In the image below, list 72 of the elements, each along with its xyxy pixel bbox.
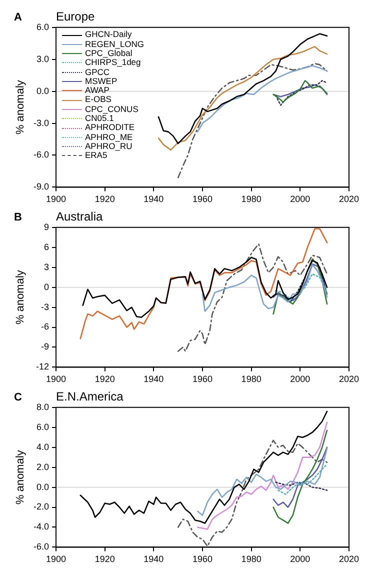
- y-tick-label: -6: [40, 322, 49, 332]
- y-axis-title: % anomaly: [14, 80, 27, 135]
- text: C: [14, 392, 22, 404]
- legend-label: CPC_CONUS: [85, 104, 138, 114]
- x-tick-label: 2020: [338, 374, 360, 384]
- x-tick-label: 1900: [46, 194, 66, 204]
- line-series: [177, 62, 328, 178]
- y-axis-title: % anomaly: [14, 270, 27, 325]
- legend-label: ERA5: [85, 150, 108, 161]
- legend-label: REGEN_LONG: [85, 38, 144, 49]
- y-tick-label: 0.0: [36, 86, 49, 96]
- x-tick-label: 1920: [94, 194, 115, 204]
- y-tick-label: 6.0: [36, 22, 49, 32]
- y-tick-label: 3: [44, 262, 49, 272]
- x-tick-label: 1920: [94, 554, 115, 564]
- line-series: [275, 482, 328, 491]
- text: A: [14, 12, 22, 24]
- y-tick-label: 6.0: [36, 422, 49, 432]
- y-tick-label: -3.0: [33, 118, 49, 128]
- x-tick-label: 2000: [290, 374, 310, 384]
- legend-label: APHRODITE: [85, 122, 135, 133]
- legend-label: E-OBS: [85, 94, 112, 105]
- x-tick-label: 1980: [241, 194, 262, 204]
- chart-title: E.N.America: [56, 390, 124, 404]
- y-tick-label: -4.0: [33, 522, 49, 532]
- line-series: [177, 243, 328, 352]
- y-tick-label: -6.0: [33, 150, 49, 160]
- y-tick-label: 4.0: [36, 442, 49, 452]
- x-tick-label: 2000: [290, 194, 310, 204]
- x-tick-label: 2020: [338, 194, 360, 204]
- legend-label: MSWEP: [85, 76, 118, 86]
- line-series: [275, 273, 328, 300]
- legend-label: GHCN-Daily: [85, 29, 132, 40]
- x-tick-label: 2000: [290, 554, 310, 564]
- x-tick-label: 1900: [46, 554, 66, 564]
- x-tick-label: 1900: [46, 374, 66, 384]
- y-tick-label: 0: [44, 282, 49, 292]
- x-tick-label: 1940: [144, 194, 164, 204]
- x-tick-label: 1980: [241, 374, 262, 384]
- x-tick-label: 1940: [144, 554, 164, 564]
- y-tick-label: -6.0: [33, 542, 49, 552]
- y-tick-label: -12: [36, 362, 49, 372]
- legend-label: GPCC: [85, 66, 110, 77]
- y-tick-label: 6: [44, 242, 49, 252]
- legend-label: AWAP: [85, 85, 110, 96]
- y-tick-label: 0.0: [36, 482, 49, 492]
- y-tick-label: 3.0: [36, 54, 49, 64]
- x-tick-label: 1920: [94, 374, 115, 384]
- y-tick-label: 9: [44, 222, 49, 232]
- x-tick-label: 1960: [192, 194, 213, 204]
- x-tick-label: 1960: [192, 374, 213, 384]
- y-tick-label: -9.0: [33, 182, 49, 192]
- y-tick-label: -2.0: [33, 502, 49, 512]
- x-tick-label: 1960: [192, 554, 213, 564]
- x-tick-label: 1940: [144, 374, 164, 384]
- legend-label: CHIRPS_1deg: [85, 57, 141, 68]
- line-series: [177, 440, 328, 547]
- text: B: [14, 212, 22, 224]
- legend-label: APHRO_RU: [85, 140, 132, 152]
- legend-label: CN05.1: [85, 113, 114, 124]
- legend-label: CPC_Global: [85, 48, 132, 58]
- y-axis-title: % anomaly: [14, 450, 27, 505]
- y-tick-label: 8.0: [36, 402, 49, 412]
- line-series: [278, 464, 328, 495]
- y-tick-label: 2.0: [36, 462, 49, 472]
- x-tick-label: 2020: [338, 554, 360, 564]
- chart-title: Europe: [56, 10, 96, 24]
- y-tick-label: -9: [40, 342, 49, 352]
- y-tick-label: -3: [40, 302, 49, 312]
- legend-label: APHRO_ME: [85, 132, 133, 142]
- chart-title: Australia: [56, 210, 104, 224]
- x-tick-label: 1980: [241, 554, 262, 564]
